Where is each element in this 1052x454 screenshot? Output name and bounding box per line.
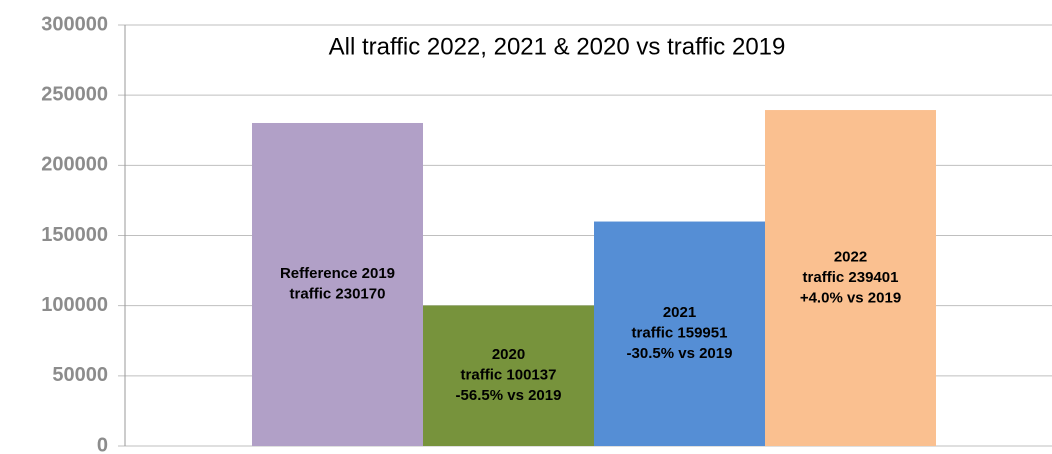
bar [252,122,423,447]
value-label: 2021 [663,304,696,321]
bar [765,110,936,447]
value-label: 2020 [492,346,525,363]
value-label: -30.5% vs 2019 [627,345,733,362]
y-tick-label: 50000 [52,364,108,386]
value-label: +4.0% vs 2019 [800,289,901,306]
y-tick-label: 200000 [41,154,108,176]
bar [423,305,594,446]
y-tick-label: 250000 [41,83,108,105]
value-label: 2022 [834,248,867,265]
value-label: traffic 159951 [632,325,728,342]
value-label: Refference 2019 [280,265,395,282]
y-tick-label: 150000 [41,224,108,246]
y-tick-label: 0 [97,434,108,454]
value-label: traffic 230170 [290,286,386,303]
value-label: traffic 239401 [803,269,899,286]
y-tick-label: 100000 [41,294,108,316]
value-label: -56.5% vs 2019 [456,387,562,404]
y-tick-label: 300000 [41,13,108,35]
bar [594,221,765,446]
chart-title: All traffic 2022, 2021 & 2020 vs traffic… [329,33,786,60]
value-label: traffic 100137 [461,367,557,384]
